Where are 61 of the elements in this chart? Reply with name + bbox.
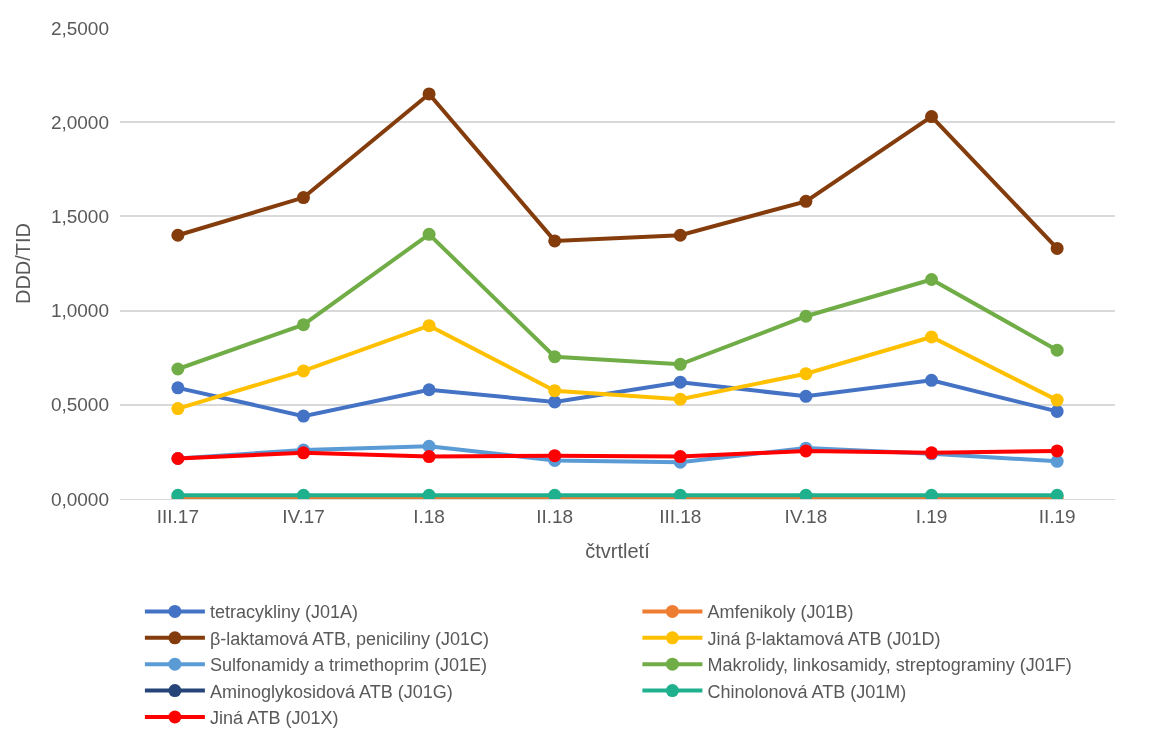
y-tick-label: 1,5000 — [50, 206, 109, 228]
point — [548, 384, 562, 398]
legend-label: Chinolonová ATB (J01M) — [707, 681, 907, 702]
point — [422, 227, 436, 241]
legend-label: tetracykliny (J01A) — [209, 602, 358, 623]
x-tick-label: III.18 — [659, 505, 702, 527]
y-tick-label: 0,0000 — [50, 488, 109, 510]
point — [296, 364, 310, 378]
point — [296, 318, 310, 332]
point — [548, 395, 562, 409]
point — [799, 389, 813, 403]
y-tick-label: 2,5000 — [50, 17, 109, 39]
point — [673, 392, 687, 406]
legend-label: Sulfonamidy a trimethoprim (J01E) — [209, 655, 488, 676]
point — [799, 309, 813, 323]
legend-label: Makrolidy, linkosamidy, streptograminy (J01F) — [707, 655, 1072, 676]
legend-label: Jiná ATB (J01X) — [209, 708, 339, 729]
point — [1050, 404, 1064, 418]
point — [296, 191, 310, 205]
point — [925, 373, 939, 387]
point — [673, 375, 687, 389]
point — [548, 350, 562, 364]
x-tick-label: II.18 — [536, 505, 574, 527]
point — [925, 110, 939, 124]
point — [171, 228, 185, 242]
x-tick-label: II.19 — [1038, 505, 1076, 527]
point — [422, 87, 436, 101]
point — [548, 449, 562, 463]
x-tick-label: I.18 — [413, 505, 445, 527]
point — [799, 194, 813, 208]
x-tick-label: III.17 — [156, 505, 200, 527]
x-tick-label: IV.18 — [784, 505, 828, 527]
point — [171, 402, 185, 416]
point — [1050, 343, 1064, 357]
y-tick-label: 2,0000 — [50, 111, 109, 133]
x-tick-label: IV.17 — [282, 505, 325, 527]
legend-label: β-laktamová ATB, peniciliny (J01C) — [209, 628, 490, 649]
legend-label: Jiná β-laktamová ATB (J01D) — [707, 628, 941, 649]
y-tick-label: 1,0000 — [50, 300, 109, 322]
point — [1050, 393, 1064, 407]
point — [171, 362, 185, 376]
point — [673, 228, 687, 242]
x-tick-label: I.19 — [915, 505, 948, 527]
y-tick-label: 0,5000 — [50, 394, 109, 416]
point — [1050, 444, 1064, 458]
legend-label: Aminoglykosidová ATB (J01G) — [209, 681, 453, 702]
point — [171, 381, 185, 395]
point — [1050, 241, 1064, 255]
point — [799, 367, 813, 381]
point — [673, 450, 687, 464]
legend-label: Amfenikoly (J01B) — [707, 602, 854, 623]
y-axis-title: DDD/TID — [12, 222, 35, 305]
point — [925, 273, 939, 286]
point — [296, 409, 310, 423]
point — [422, 450, 436, 464]
point — [673, 357, 687, 371]
point — [548, 234, 562, 248]
point — [422, 319, 436, 333]
point — [925, 330, 939, 344]
x-axis-title: čtvrtletí — [585, 540, 651, 563]
point — [422, 383, 436, 397]
